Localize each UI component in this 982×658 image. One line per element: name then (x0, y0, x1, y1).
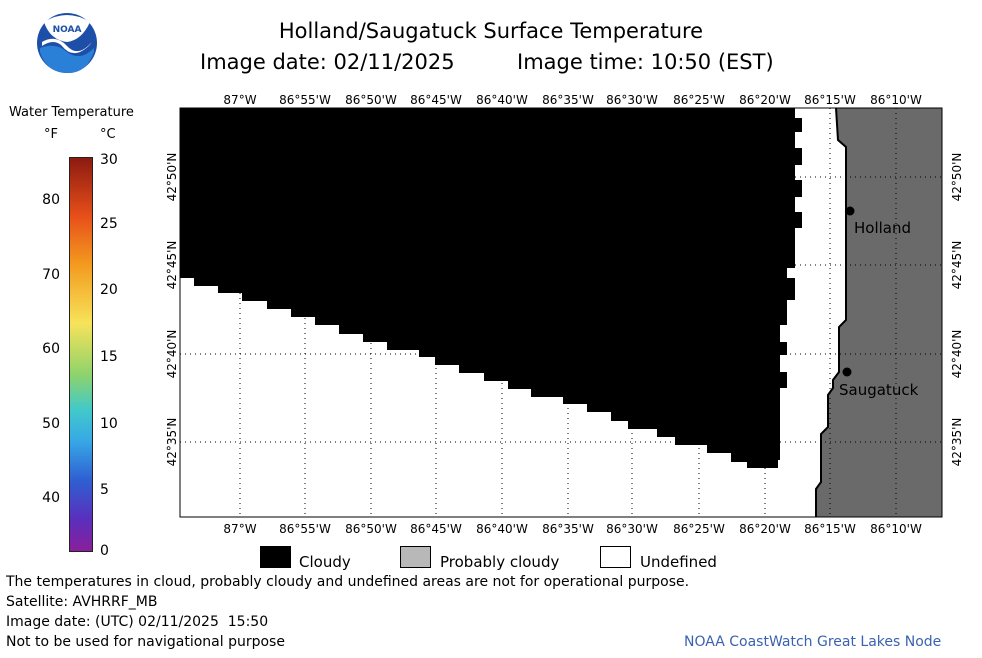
longitude-label: 86°15'W (804, 522, 856, 536)
longitude-label: 86°50'W (345, 93, 397, 107)
latitude-label: 42°50'N (950, 152, 964, 202)
fahrenheit-tick-label: 70 (42, 267, 60, 283)
latitude-label: 42°45'N (165, 240, 179, 290)
probably-cloudy-legend-label: Probably cloudy (440, 553, 560, 571)
longitude-label: 86°20'W (739, 93, 791, 107)
longitude-label: 86°10'W (870, 522, 922, 536)
cloudy-area (180, 108, 802, 468)
probably-cloudy-swatch (400, 546, 431, 568)
holland-label: Holland (854, 219, 912, 237)
celsius-tick-label: 30 (100, 152, 118, 168)
longitude-label: 87°W (223, 93, 257, 107)
longitude-label: 86°10'W (870, 93, 922, 107)
page-title: Holland/Saugatuck Surface Temperature (278, 19, 704, 43)
longitude-label: 86°55'W (279, 522, 331, 536)
latitude-label: 42°35'N (950, 417, 964, 467)
saugatuck-marker (842, 367, 852, 377)
longitude-label: 86°35'W (542, 93, 594, 107)
longitude-label: 86°15'W (804, 93, 856, 107)
longitude-label: 86°25'W (673, 93, 725, 107)
navigation-disclaimer: Not to be used for navigational purpose (6, 634, 285, 650)
longitude-label: 86°30'W (606, 93, 658, 107)
latitude-label: 42°45'N (950, 240, 964, 290)
longitude-label: 86°20'W (739, 522, 791, 536)
latitude-label: 42°40'N (950, 329, 964, 379)
longitude-label: 86°45'W (410, 93, 462, 107)
longitude-label: 86°55'W (279, 93, 331, 107)
longitude-label: 86°30'W (606, 522, 658, 536)
map-frame (179, 107, 943, 518)
longitude-label: 86°35'W (542, 522, 594, 536)
image-date-label: Image date: 02/11/2025 (200, 50, 455, 74)
celsius-tick-label: 20 (100, 282, 118, 298)
latitude-label: 42°50'N (165, 152, 179, 202)
shoreline (815, 107, 847, 517)
latitude-label: 42°35'N (165, 417, 179, 467)
longitude-label: 86°40'W (476, 93, 528, 107)
image-time-label: Image time: 10:50 (EST) (517, 50, 774, 74)
longitude-label: 86°50'W (345, 522, 397, 536)
longitude-label: 87°W (223, 522, 257, 536)
unit-celsius: °C (100, 127, 116, 142)
celsius-tick-label: 25 (100, 216, 118, 232)
temperature-color-bar (69, 157, 93, 552)
cloudy-swatch (260, 546, 291, 568)
fahrenheit-tick-label: 60 (42, 341, 60, 357)
celsius-tick-label: 10 (100, 416, 118, 432)
undefined-swatch (600, 546, 631, 568)
saugatuck-label: Saugatuck (839, 381, 919, 399)
graticule (180, 108, 942, 517)
celsius-tick-label: 5 (100, 482, 109, 498)
satellite-info: Satellite: AVHRRF_MB (6, 594, 158, 610)
color-scale-title: Water Temperature (9, 105, 134, 120)
fahrenheit-tick-label: 40 (42, 490, 60, 506)
noaa-logo: NOAA (36, 12, 98, 74)
holland-marker (845, 206, 855, 216)
operational-note: The temperatures in cloud, probably clou… (6, 574, 690, 590)
longitude-label: 86°45'W (410, 522, 462, 536)
logo-text: NOAA (52, 25, 82, 35)
credit-link[interactable]: NOAA CoastWatch Great Lakes Node (684, 634, 942, 650)
undefined-legend-label: Undefined (640, 553, 717, 571)
temperature-map (179, 107, 943, 518)
longitude-label: 86°40'W (476, 522, 528, 536)
celsius-tick-label: 15 (100, 349, 118, 365)
celsius-tick-label: 0 (100, 543, 109, 559)
latitude-label: 42°40'N (165, 329, 179, 379)
longitude-label: 86°25'W (673, 522, 725, 536)
utc-image-date: Image date: (UTC) 02/11/2025 15:50 (6, 614, 269, 630)
unit-fahrenheit: °F (44, 127, 58, 142)
fahrenheit-tick-label: 50 (42, 416, 60, 432)
cloudy-legend-label: Cloudy (299, 553, 351, 571)
fahrenheit-tick-label: 80 (42, 192, 60, 208)
